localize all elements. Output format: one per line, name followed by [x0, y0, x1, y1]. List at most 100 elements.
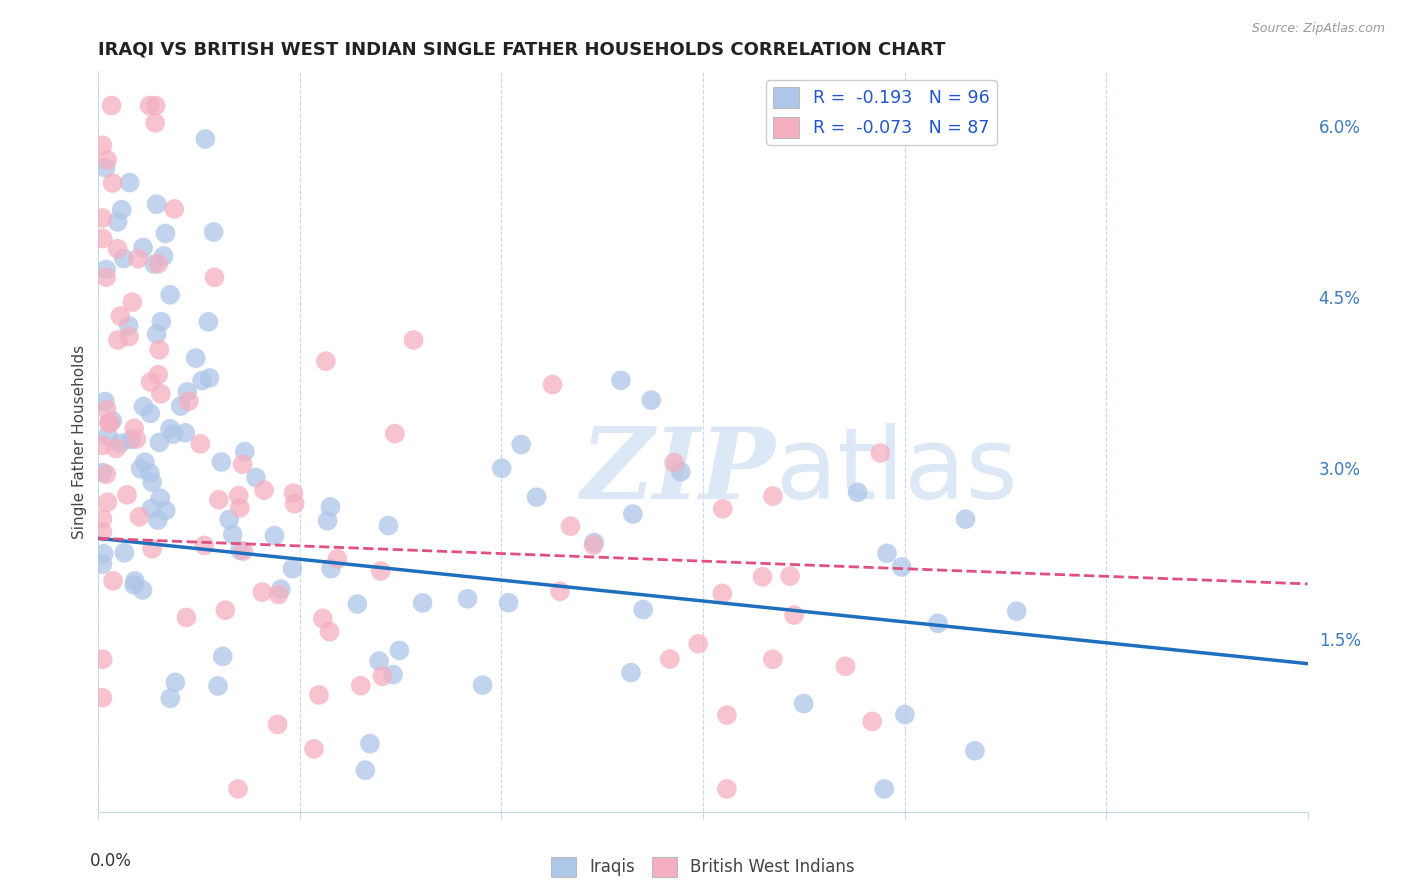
Point	[91, 652, 114, 666]
Point	[150, 315, 173, 329]
Point	[100, 98, 122, 112]
Point	[526, 490, 548, 504]
Point	[963, 744, 986, 758]
Point	[541, 377, 564, 392]
Point	[377, 518, 399, 533]
Point	[145, 98, 167, 112]
Legend: R =  -0.193   N = 96, R =  -0.073   N = 87: R = -0.193 N = 96, R = -0.073 N = 87	[766, 80, 997, 145]
Point	[214, 603, 236, 617]
Point	[583, 535, 606, 549]
Point	[491, 461, 513, 475]
Point	[96, 467, 118, 482]
Point	[228, 489, 250, 503]
Point	[793, 697, 815, 711]
Text: 0.0%: 0.0%	[90, 853, 132, 871]
Point	[226, 781, 249, 796]
Point	[620, 665, 643, 680]
Point	[197, 315, 219, 329]
Point	[94, 161, 117, 175]
Point	[165, 675, 187, 690]
Point	[779, 569, 801, 583]
Point	[316, 514, 339, 528]
Point	[97, 428, 120, 442]
Point	[308, 688, 330, 702]
Point	[326, 552, 349, 566]
Point	[498, 596, 520, 610]
Point	[382, 667, 405, 681]
Point	[115, 488, 138, 502]
Point	[457, 591, 479, 606]
Point	[711, 586, 734, 600]
Point	[211, 649, 233, 664]
Point	[716, 708, 738, 723]
Point	[149, 386, 172, 401]
Point	[890, 560, 912, 574]
Title: IRAQI VS BRITISH WEST INDIAN SINGLE FATHER HOUSEHOLDS CORRELATION CHART: IRAQI VS BRITISH WEST INDIAN SINGLE FATH…	[98, 41, 946, 59]
Point	[548, 584, 571, 599]
Point	[669, 465, 692, 479]
Point	[194, 132, 217, 146]
Point	[132, 241, 155, 255]
Point	[762, 652, 785, 666]
Point	[368, 654, 391, 668]
Point	[141, 475, 163, 490]
Point	[94, 262, 117, 277]
Point	[346, 597, 368, 611]
Point	[876, 546, 898, 560]
Point	[93, 547, 115, 561]
Point	[370, 564, 392, 578]
Point	[118, 176, 141, 190]
Point	[101, 574, 124, 588]
Point	[131, 582, 153, 597]
Point	[146, 513, 169, 527]
Point	[582, 538, 605, 552]
Point	[96, 153, 118, 167]
Point	[471, 678, 494, 692]
Point	[96, 495, 118, 509]
Point	[711, 502, 734, 516]
Point	[94, 270, 117, 285]
Point	[610, 373, 633, 387]
Point	[138, 98, 160, 112]
Point	[716, 781, 738, 796]
Point	[134, 455, 156, 469]
Point	[312, 611, 335, 625]
Point	[91, 438, 114, 452]
Point	[121, 295, 143, 310]
Point	[91, 512, 114, 526]
Point	[176, 610, 198, 624]
Point	[319, 562, 342, 576]
Point	[148, 435, 170, 450]
Point	[149, 491, 172, 506]
Point	[159, 288, 181, 302]
Point	[152, 249, 174, 263]
Point	[163, 202, 186, 216]
Point	[91, 211, 114, 225]
Point	[640, 393, 662, 408]
Point	[283, 486, 305, 500]
Point	[208, 492, 231, 507]
Text: atlas: atlas	[776, 423, 1017, 520]
Point	[783, 608, 806, 623]
Point	[662, 456, 685, 470]
Point	[412, 596, 434, 610]
Point	[155, 503, 177, 517]
Point	[894, 707, 917, 722]
Point	[110, 436, 132, 450]
Point	[284, 497, 307, 511]
Point	[155, 227, 177, 241]
Point	[751, 570, 773, 584]
Point	[834, 659, 856, 673]
Point	[927, 616, 949, 631]
Point	[98, 416, 121, 430]
Text: 3.0%: 3.0%	[1319, 461, 1361, 479]
Point	[762, 489, 785, 503]
Point	[315, 354, 337, 368]
Point	[263, 529, 285, 543]
Text: Source: ZipAtlas.com: Source: ZipAtlas.com	[1251, 22, 1385, 36]
Point	[91, 557, 114, 571]
Point	[359, 737, 381, 751]
Point	[846, 485, 869, 500]
Point	[218, 512, 240, 526]
Point	[118, 329, 141, 343]
